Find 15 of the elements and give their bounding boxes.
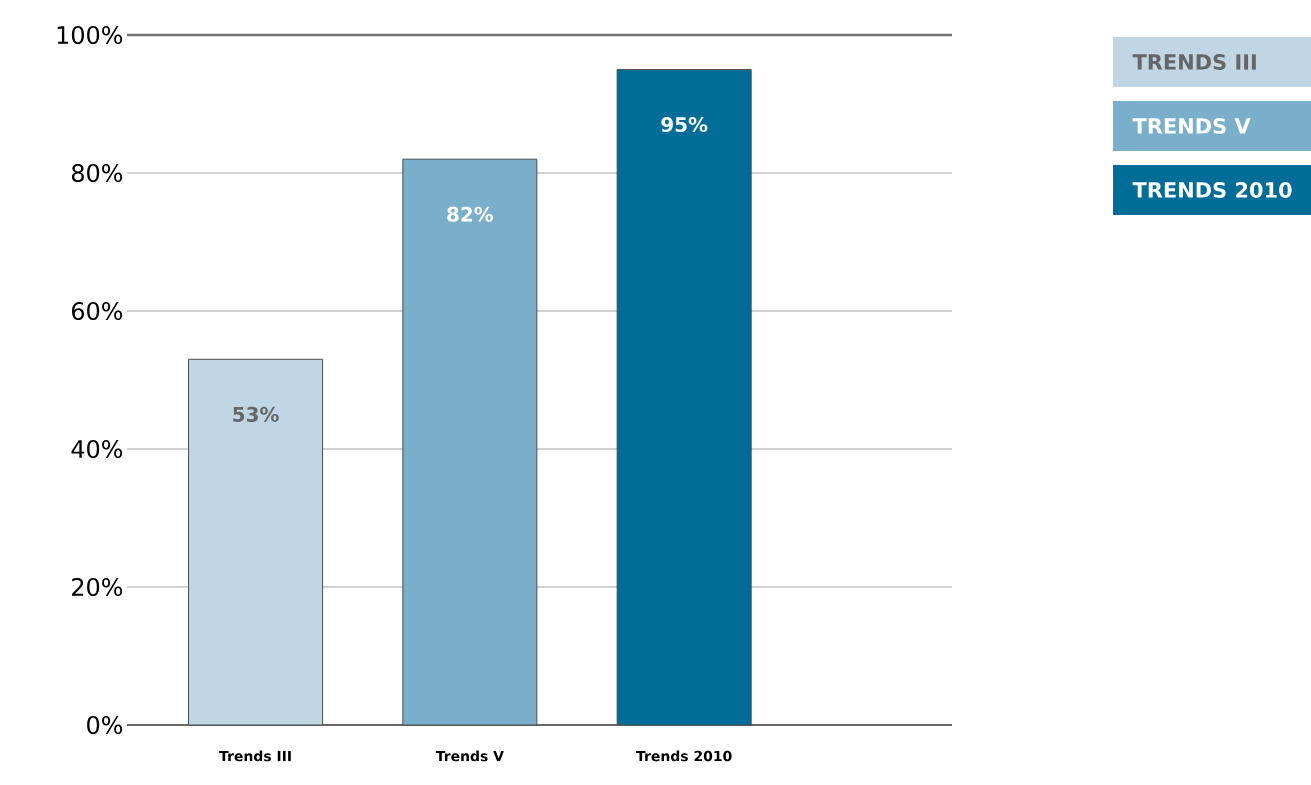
data-label: 95% — [661, 117, 708, 133]
y-tick-label: 40% — [71, 439, 123, 459]
x-tick-label: Trends V — [435, 750, 504, 762]
y-tick-label: 80% — [71, 163, 123, 183]
text: TRENDS III — [1132, 54, 1256, 70]
y-tick-label: 60% — [72, 301, 123, 321]
x-tick-label: Trends 2010 — [636, 750, 732, 762]
text: TRENDS 2010 — [1132, 182, 1292, 198]
y-tick-label: 0% — [87, 715, 123, 735]
data-label: 53% — [233, 406, 279, 422]
y-tick-label: 100% — [57, 25, 123, 45]
text: TRENDS V — [1132, 118, 1251, 134]
data-label: 82% — [447, 206, 494, 222]
y-tick-label: 20% — [72, 577, 123, 597]
x-tick-label: Trends III — [219, 750, 291, 762]
